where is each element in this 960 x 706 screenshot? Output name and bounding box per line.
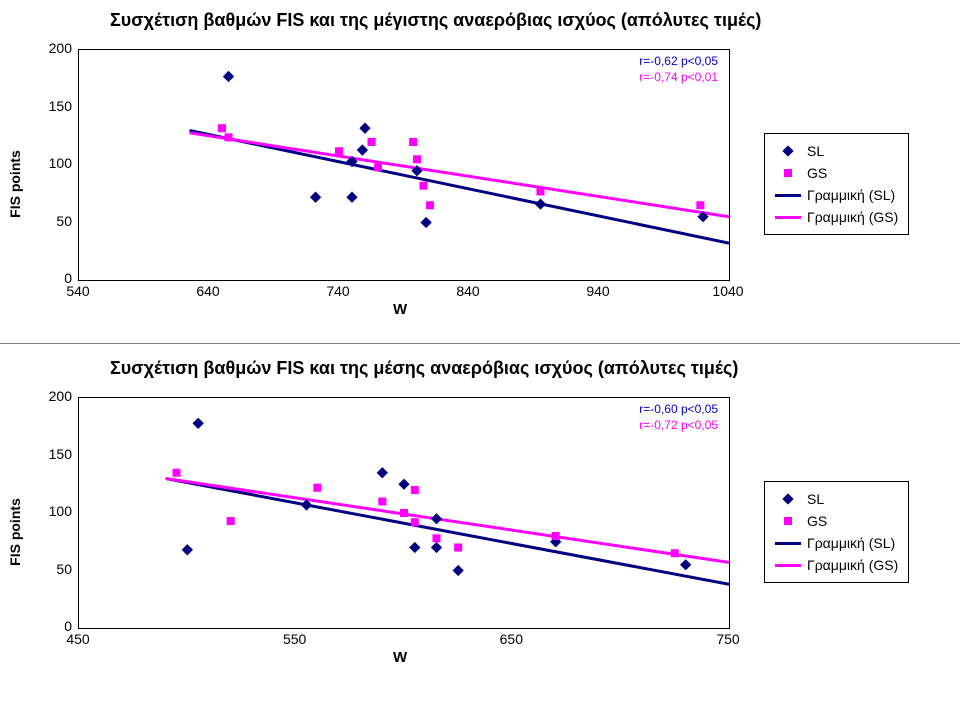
sl-point <box>398 479 409 490</box>
legend-label: SL <box>807 488 824 510</box>
legend-line-icon <box>775 542 801 545</box>
legend-square-icon <box>775 169 801 177</box>
gs-point <box>411 486 419 494</box>
legend-item: GS <box>775 162 898 184</box>
regression-line-gs <box>166 479 729 563</box>
sl-point <box>431 542 442 553</box>
sl-point <box>310 192 321 203</box>
regression-line-sl <box>190 131 730 244</box>
gs-point <box>313 484 321 492</box>
gs-point <box>454 544 462 552</box>
legend-label: Γραμμική (GS) <box>807 206 898 228</box>
sl-point <box>182 544 193 555</box>
legend-diamond-icon <box>775 495 801 503</box>
legend-label: SL <box>807 140 824 162</box>
regression-line-gs <box>190 133 730 217</box>
y-tick-label: 200 <box>49 388 72 404</box>
gs-point <box>433 534 441 542</box>
y-tick-label: 150 <box>49 446 72 462</box>
legend-line-icon <box>775 216 801 219</box>
sl-point <box>357 144 368 155</box>
x-tick-label: 1040 <box>708 283 748 299</box>
y-axis-label: FIS points <box>7 498 23 566</box>
gs-point <box>400 509 408 517</box>
sl-point <box>409 542 420 553</box>
sl-point <box>359 123 370 134</box>
legend-item: Γραμμική (SL) <box>775 532 898 554</box>
sl-point <box>223 71 234 82</box>
gs-point <box>411 518 419 526</box>
chart-panel: Συσχέτιση βαθμών FIS και της μέσης αναερ… <box>0 348 960 687</box>
legend-item: Γραμμική (GS) <box>775 554 898 576</box>
sl-point <box>420 217 431 228</box>
legend-item: SL <box>775 140 898 162</box>
gs-point <box>225 133 233 141</box>
legend-line-icon <box>775 564 801 567</box>
legend: SLGSΓραμμική (SL)Γραμμική (GS) <box>764 133 909 235</box>
x-tick-label: 540 <box>58 283 98 299</box>
legend-label: GS <box>807 510 827 532</box>
gs-point <box>227 517 235 525</box>
legend-label: Γραμμική (SL) <box>807 532 895 554</box>
sl-point <box>193 418 204 429</box>
gs-point <box>696 201 704 209</box>
sl-point <box>535 198 546 209</box>
legend-item: SL <box>775 488 898 510</box>
regression-line-sl <box>166 479 729 585</box>
legend-item: Γραμμική (GS) <box>775 206 898 228</box>
legend-diamond-icon <box>775 147 801 155</box>
x-axis-label: W <box>393 649 407 666</box>
legend-item: GS <box>775 510 898 532</box>
gs-point <box>537 187 545 195</box>
chart-panel: Συσχέτιση βαθμών FIS και της μέγιστης αν… <box>0 0 960 339</box>
y-tick-label: 100 <box>49 503 72 519</box>
y-tick-label: 50 <box>56 213 72 229</box>
chart-title: Συσχέτιση βαθμών FIS και της μέγιστης αν… <box>110 10 960 31</box>
sl-point <box>377 467 388 478</box>
gs-point <box>374 163 382 171</box>
sl-point <box>431 513 442 524</box>
legend-label: GS <box>807 162 827 184</box>
gs-point <box>426 201 434 209</box>
legend-label: Γραμμική (SL) <box>807 184 895 206</box>
x-tick-label: 740 <box>318 283 358 299</box>
x-tick-label: 750 <box>708 631 748 647</box>
legend: SLGSΓραμμική (SL)Γραμμική (GS) <box>764 481 909 583</box>
gs-point <box>409 138 417 146</box>
chart-title: Συσχέτιση βαθμών FIS και της μέσης αναερ… <box>110 358 960 379</box>
sl-point <box>453 565 464 576</box>
gs-point <box>413 155 421 163</box>
x-tick-label: 640 <box>188 283 228 299</box>
y-tick-label: 50 <box>56 561 72 577</box>
y-tick-label: 100 <box>49 155 72 171</box>
y-tick-label: 200 <box>49 40 72 56</box>
legend-label: Γραμμική (GS) <box>807 554 898 576</box>
gs-point <box>671 549 679 557</box>
x-tick-label: 650 <box>491 631 531 647</box>
y-axis-label: FIS points <box>7 150 23 218</box>
gs-point <box>420 182 428 190</box>
legend-square-icon <box>775 517 801 525</box>
plot-region <box>78 397 730 629</box>
gs-point <box>368 138 376 146</box>
gs-point <box>173 469 181 477</box>
gs-point <box>218 124 226 132</box>
y-tick-label: 150 <box>49 98 72 114</box>
x-tick-label: 450 <box>58 631 98 647</box>
x-tick-label: 550 <box>275 631 315 647</box>
gs-point <box>552 532 560 540</box>
stats-text: r=-0,62 p<0,05r=-0,74 p<0,01 <box>639 53 718 85</box>
legend-line-icon <box>775 194 801 197</box>
gs-point <box>335 147 343 155</box>
plot-region <box>78 49 730 281</box>
x-axis-label: W <box>393 301 407 318</box>
stats-text: r=-0,60 p<0,05r=-0,72 p<0,05 <box>639 401 718 433</box>
x-tick-label: 840 <box>448 283 488 299</box>
sl-point <box>346 192 357 203</box>
sl-point <box>680 559 691 570</box>
legend-item: Γραμμική (SL) <box>775 184 898 206</box>
gs-point <box>378 498 386 506</box>
x-tick-label: 940 <box>578 283 618 299</box>
